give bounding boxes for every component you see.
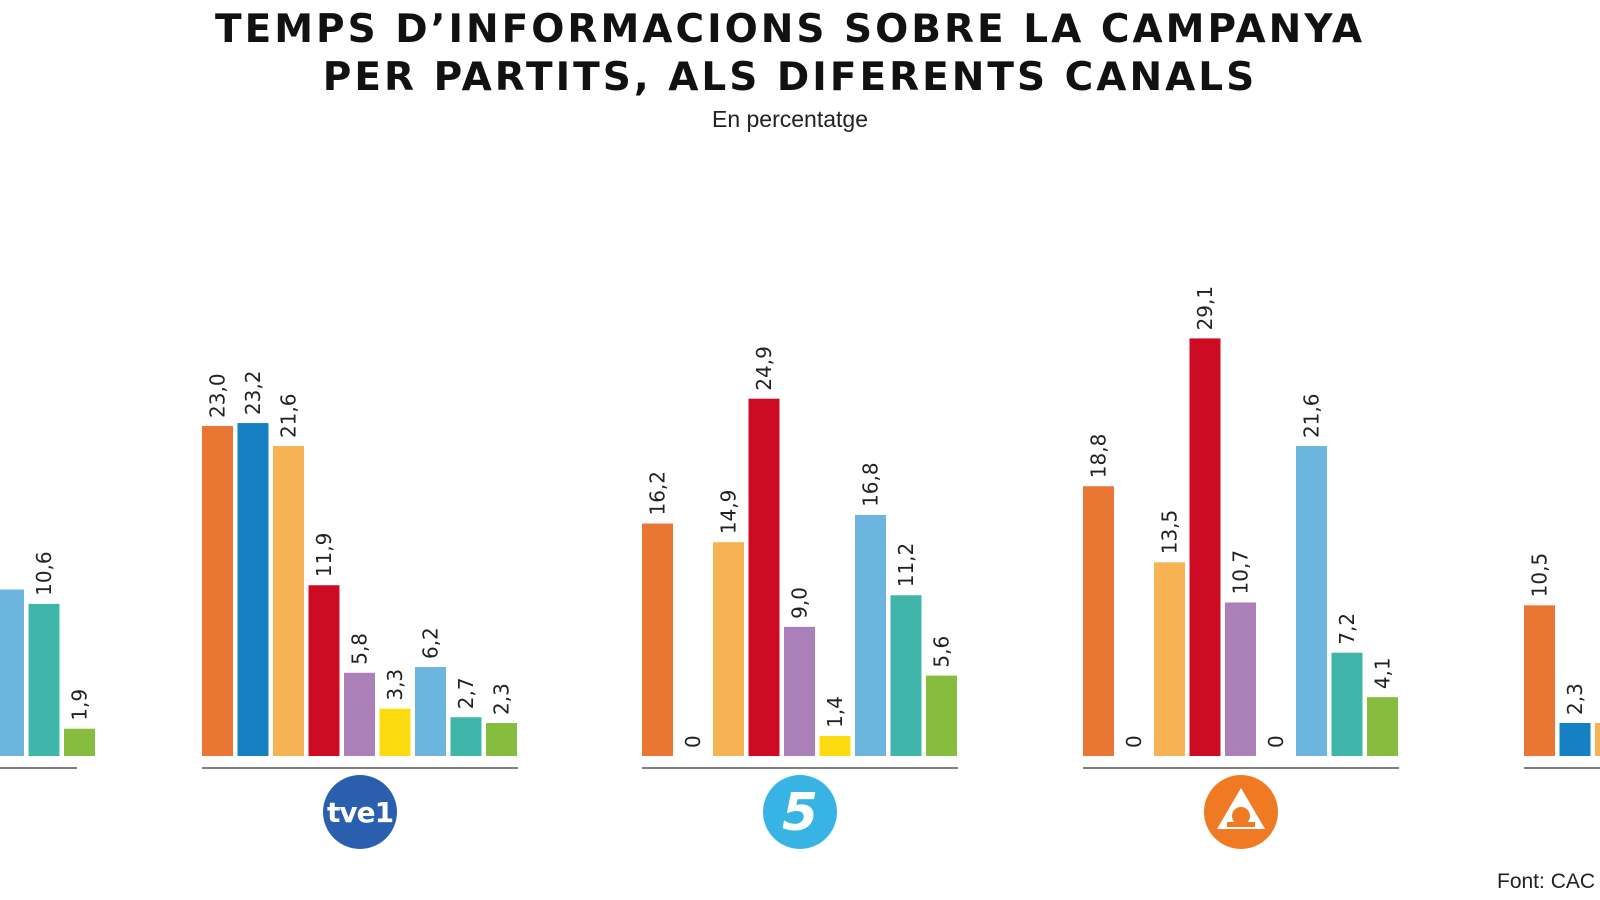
antena3-logo-inner — [1232, 807, 1250, 825]
bar-label-cuatro-2: 0 — [681, 735, 705, 748]
bar-label-tve1-3: 21,6 — [277, 394, 301, 439]
chart-title-line-1: TEMPS D’INFORMACIONS SOBRE LA CAMPANYA — [214, 7, 1365, 52]
bar-tve1-6 — [379, 708, 411, 756]
bar-label-antena3-4: 29,1 — [1193, 286, 1217, 331]
bar-tve1-1 — [202, 425, 233, 756]
tve1-logo: tve1 — [323, 775, 397, 849]
bar-label-cuatro-8: 11,2 — [894, 543, 918, 588]
bar-partial-right-2 — [1559, 722, 1591, 756]
bar-partial-right-1 — [1524, 605, 1555, 756]
bar-cuatro-9 — [926, 675, 957, 756]
bar-label-antena3-7: 21,6 — [1300, 394, 1324, 439]
bar-tve1-7 — [415, 667, 446, 756]
cuatro-logo: 5 — [763, 775, 837, 849]
bar-label-tve1-2: 23,2 — [241, 371, 265, 416]
bar-label-antena3-6: 0 — [1264, 735, 1288, 748]
bar-label-antena3-2: 0 — [1122, 735, 1146, 748]
bar-label-tve1-7: 6,2 — [419, 627, 443, 659]
bar-cuatro-6 — [819, 735, 851, 756]
chart-subtitle: En percentatge — [711, 106, 868, 132]
bar-cuatro-8 — [890, 595, 922, 756]
bar-antena3-4 — [1189, 338, 1221, 756]
bar-antena3-5 — [1225, 602, 1256, 756]
labels-layer: 10,6 1,9 23,0 23,2 21,6 11,9 5,8 3,3 6,2 2,7 2,3 16… — [32, 286, 1587, 748]
cuatro-logo-text: 5 — [782, 783, 818, 843]
bar-tve1-4 — [308, 585, 340, 756]
bar-label-antena3-9: 4,1 — [1371, 657, 1395, 689]
antena3-logo: A — [1204, 775, 1278, 849]
bar-cuatro-5 — [784, 626, 815, 756]
bar-tve1-5 — [344, 672, 375, 756]
tve1-logo-text: tve1 — [327, 796, 393, 829]
bar-label-cuatro-4: 24,9 — [752, 346, 776, 391]
bar-label-tve1-4: 11,9 — [312, 533, 336, 578]
bar-antena3-3 — [1154, 562, 1185, 756]
bar-tve1-8 — [450, 717, 482, 756]
bar-label-antena3-1: 18,8 — [1087, 434, 1111, 479]
bar-tve1-9 — [486, 722, 517, 756]
bar-partial-left-3 — [64, 728, 95, 756]
bar-partial-left-2 — [28, 603, 60, 756]
bar-label-cuatro-9: 5,6 — [930, 636, 954, 668]
bar-label-tve1-8: 2,7 — [454, 677, 478, 709]
bar-label-cuatro-5: 9,0 — [788, 587, 812, 619]
bar-partial-right-3 — [1595, 722, 1600, 756]
bar-label-partial-left-2: 10,6 — [32, 551, 56, 596]
bar-label-cuatro-3: 14,9 — [717, 490, 741, 535]
cuatro-logo-circle — [763, 775, 837, 849]
bar-label-antena3-5: 10,7 — [1229, 550, 1253, 595]
bar-label-antena3-8: 7,2 — [1335, 613, 1359, 645]
bar-cuatro-1 — [642, 523, 673, 756]
bar-label-tve1-5: 5,8 — [348, 633, 372, 665]
tve1-logo-circle — [323, 775, 397, 849]
antena3-logo-stripe — [1227, 822, 1255, 827]
bar-antena3-9 — [1367, 697, 1398, 756]
bars-layer — [0, 338, 1600, 757]
bar-tve1-3 — [273, 446, 304, 756]
bar-tve1-2 — [237, 423, 269, 756]
logos-layer: tve1 5 A — [323, 775, 1278, 849]
bar-antena3-1 — [1083, 486, 1114, 756]
bar-label-cuatro-6: 1,4 — [823, 696, 847, 728]
bar-label-partial-right-1: 10,5 — [1528, 553, 1552, 598]
chart-title-line-2: PER PARTITS, ALS DIFERENTS CANALS — [322, 55, 1258, 100]
bar-label-cuatro-1: 16,2 — [646, 471, 670, 516]
bar-cuatro-3 — [713, 542, 744, 756]
bar-label-antena3-3: 13,5 — [1158, 510, 1182, 555]
bar-antena3-7 — [1296, 446, 1327, 756]
bar-label-tve1-1: 23,0 — [206, 373, 230, 418]
bar-label-tve1-6: 3,3 — [383, 669, 407, 701]
bar-antena3-8 — [1331, 652, 1363, 756]
bar-label-partial-left-3: 1,9 — [68, 689, 92, 721]
bar-cuatro-7 — [855, 514, 886, 756]
bar-label-partial-right-2: 2,3 — [1563, 683, 1587, 715]
source-note: Font: CAC — [1497, 870, 1596, 893]
bar-cuatro-4 — [748, 398, 780, 756]
bar-label-cuatro-7: 16,8 — [859, 462, 883, 507]
chart-title-block: TEMPS D’INFORMACIONS SOBRE LA CAMPANYA P… — [0, 6, 1580, 133]
bar-label-tve1-9: 2,3 — [490, 683, 514, 715]
bar-partial-left-1 — [0, 589, 24, 756]
